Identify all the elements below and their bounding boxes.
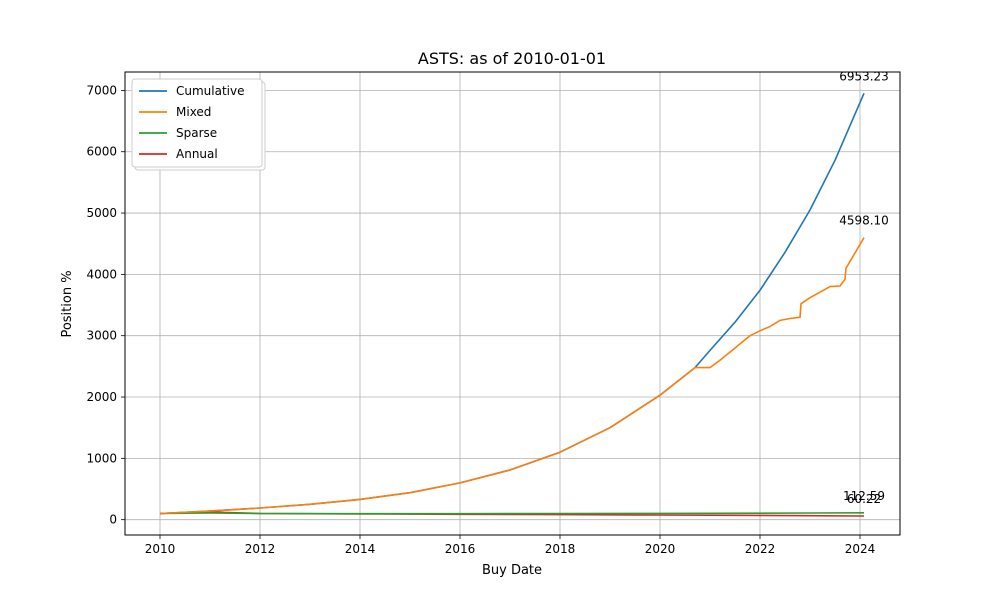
legend: Cumulative Mixed Sparse Annual — [131, 78, 266, 171]
end-label-sparse: 112.59 — [843, 489, 885, 503]
x-tick-label: 2018 — [545, 542, 576, 556]
legend-label-sparse: Sparse — [176, 126, 217, 140]
y-tick-label: 7000 — [86, 83, 117, 97]
x-tick-label: 2016 — [445, 542, 476, 556]
legend-label-cumulative: Cumulative — [176, 84, 245, 98]
y-tick-label: 6000 — [86, 145, 117, 159]
series-group — [159, 92, 865, 517]
y-tick-label: 4000 — [86, 267, 117, 281]
y-tick-label: 2000 — [86, 390, 117, 404]
x-tick-label: 2010 — [145, 542, 176, 556]
x-tick-label: 2020 — [645, 542, 676, 556]
legend-label-mixed: Mixed — [176, 105, 211, 119]
legend-label-annual: Annual — [176, 147, 218, 161]
series-line-sparse — [159, 511, 865, 515]
plot-frame — [124, 71, 901, 536]
grid — [125, 72, 900, 535]
y-axis: 0 1000 2000 3000 4000 5000 6000 7000 — [86, 83, 125, 527]
x-tick-label: 2024 — [845, 542, 876, 556]
end-label-cumulative: 6953.23 — [839, 69, 889, 83]
x-tick-label: 2014 — [345, 542, 376, 556]
end-label-annual: 60.22 — [847, 492, 881, 506]
chart-title: ASTS: as of 2010-01-01 — [418, 49, 606, 68]
y-tick-label: 1000 — [86, 451, 117, 465]
x-axis: 2010 2012 2014 2016 2018 2020 2022 2024 — [145, 535, 876, 556]
x-tick-label: 2012 — [245, 542, 276, 556]
series-line-mixed — [159, 237, 865, 515]
y-axis-label: Position % — [60, 270, 75, 337]
y-tick-label: 3000 — [86, 329, 117, 343]
x-axis-label: Buy Date — [482, 563, 542, 578]
legend-box — [131, 78, 263, 168]
x-tick-label: 2022 — [745, 542, 776, 556]
y-tick-label: 0 — [109, 513, 117, 527]
y-tick-label: 5000 — [86, 206, 117, 220]
end-label-mixed: 4598.10 — [839, 214, 889, 228]
